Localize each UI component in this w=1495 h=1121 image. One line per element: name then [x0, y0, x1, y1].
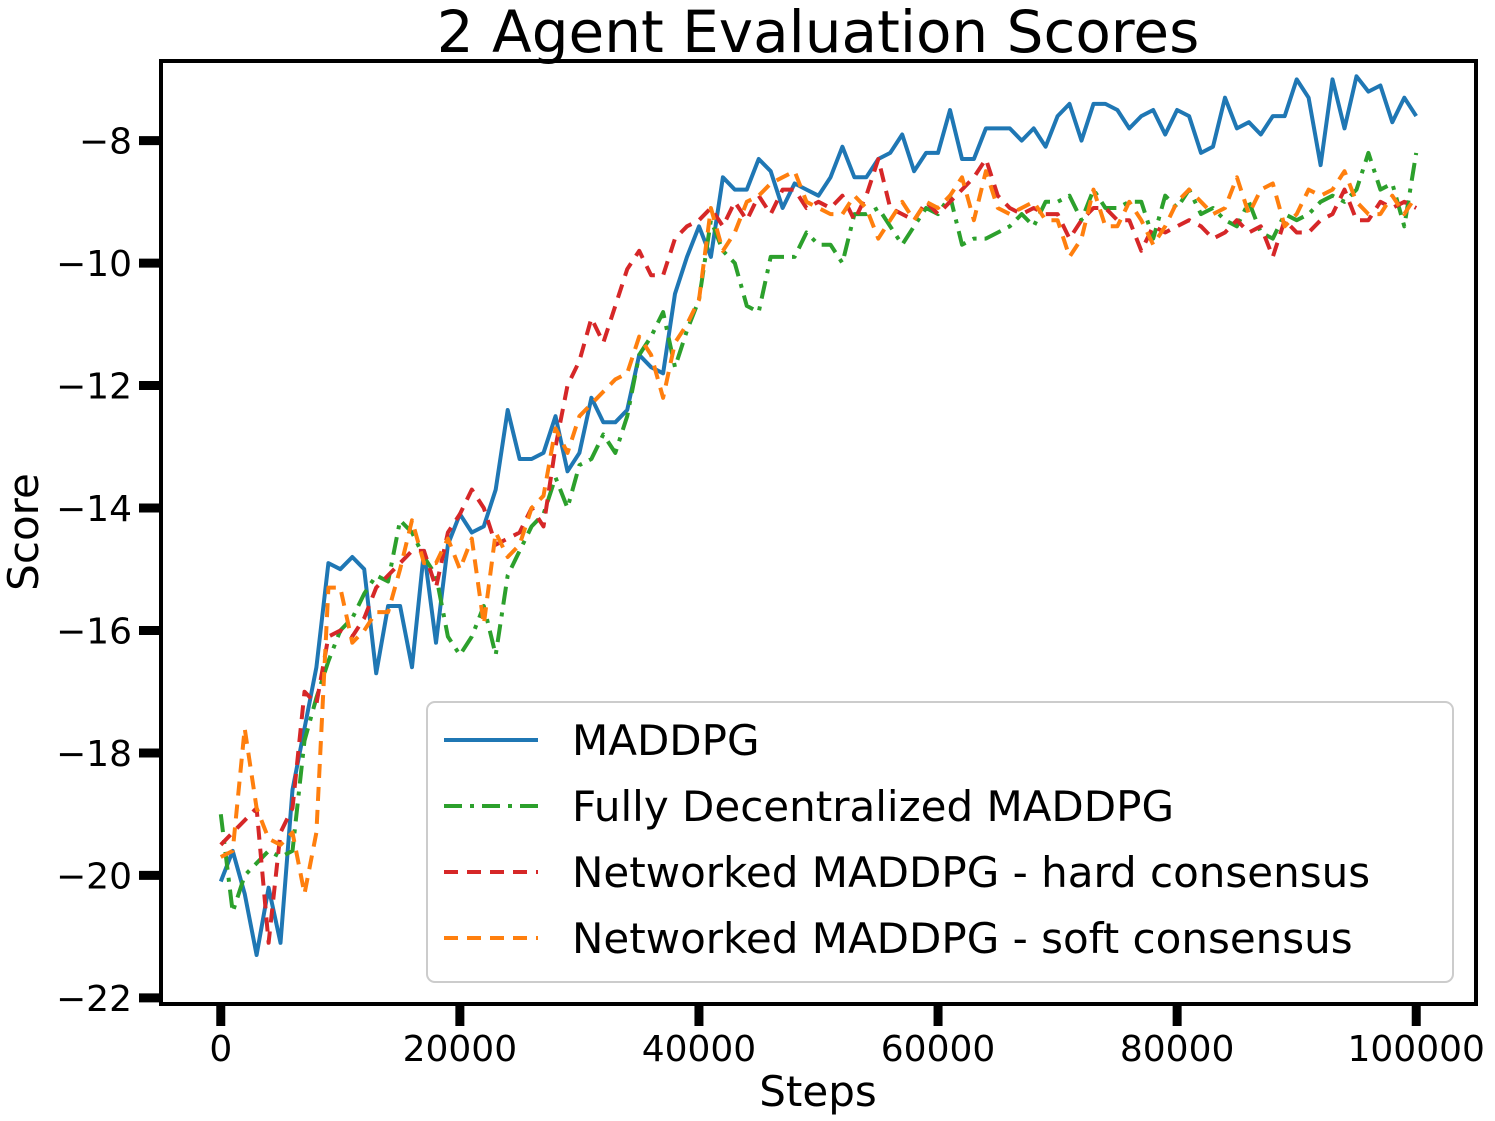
legend-label-3: Networked MADDPG - hard consensus — [572, 848, 1370, 897]
y-tick-label: −18 — [56, 734, 132, 775]
y-tick-label: −10 — [56, 244, 132, 285]
legend-label-2: Fully Decentralized MADDPG — [572, 782, 1174, 831]
x-axis-label: Steps — [759, 1067, 877, 1116]
series-line-1 — [218, 74, 1418, 957]
series-line-4 — [219, 169, 1418, 896]
x-tick-label: 80000 — [1120, 1029, 1235, 1070]
y-tick-label: −8 — [79, 122, 132, 163]
y-axis-label: Score — [0, 473, 48, 591]
legend-box — [426, 701, 1454, 983]
legend: MADDPG Fully Decentralized MADDPG Networke… — [426, 701, 1454, 983]
plot-frame — [159, 59, 1478, 1006]
x-tick-label: 0 — [209, 1029, 232, 1070]
x-tick-label: 20000 — [403, 1029, 518, 1070]
x-tick-label: 40000 — [642, 1029, 757, 1070]
series-line-3 — [219, 157, 1418, 945]
y-axis: −22 −20 −18 −16 −14 −12 −10 −8 — [56, 122, 161, 1020]
legend-label-4: Networked MADDPG - soft consensus — [572, 914, 1353, 963]
legend-label-1: MADDPG — [572, 716, 760, 765]
y-tick-label: −14 — [56, 489, 132, 530]
x-axis: 0 20000 40000 60000 80000 100000 — [209, 1004, 1485, 1070]
y-tick-label: −22 — [56, 979, 132, 1020]
y-tick-label: −12 — [56, 367, 132, 408]
y-tick-label: −16 — [56, 611, 132, 652]
chart-title: 2 Agent Evaluation Scores — [437, 0, 1200, 66]
y-tick-label: −20 — [56, 856, 132, 897]
x-tick-label: 60000 — [881, 1029, 996, 1070]
series-layer — [218, 74, 1419, 957]
x-tick-label: 100000 — [1348, 1029, 1485, 1070]
